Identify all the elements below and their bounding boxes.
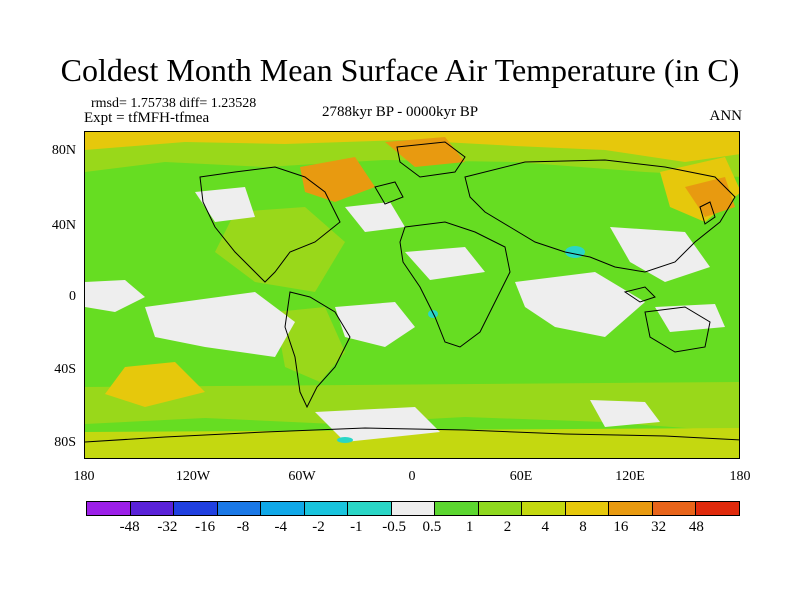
neutral-east-asia [610,227,710,282]
colorbar-label: -8 [236,519,250,535]
colorbar-swatch [261,502,305,515]
neutral-nw-america [195,187,255,222]
southern-band [85,382,739,432]
lat-label: 80S [54,435,76,450]
colorbar-swatch [478,502,523,515]
colorbar-swatch [348,502,392,515]
period-text: 2788kyr BP - 0000kyr BP [322,104,479,120]
colorbar-label: 48 [688,519,704,535]
lat-label: 40N [51,218,76,233]
cool-tibet [565,246,585,258]
season-text: ANN [709,108,743,124]
lat-label: 80N [51,143,76,158]
lon-label: 180 [73,469,95,484]
lon-label: 120E [615,469,645,484]
coastlines [85,141,739,443]
colorbar-swatch [565,502,610,515]
lon-label: 0 [408,469,416,484]
colorbar-label: 32 [651,519,667,535]
plot-title: Coldest Month Mean Surface Air Temperatu… [60,52,740,88]
colorbar-swatch [522,502,566,515]
lon-label: 60W [288,469,316,484]
lon-label: 120W [175,469,211,484]
colorbar-label: -48 [119,519,140,535]
colorbar-swatch [435,502,479,515]
warm-baffin [300,157,375,202]
colorbar [86,501,740,516]
map-panel [84,131,740,459]
stats-text: rmsd= 1.75738 diff= 1.23528 [91,96,257,111]
colorbar-label: 1 [465,519,474,535]
warm-far-east [685,177,735,217]
warm-south-pacific [105,362,205,407]
temperature-map [85,132,739,458]
colorbar-swatch [696,502,739,515]
neutral-indian-ocean [515,272,645,337]
colorbar-swatch [217,502,262,515]
colorbar-label: 2 [503,519,512,535]
cool-antarctic [337,437,353,443]
neutral-weddell [315,407,440,442]
colorbar-label: 4 [541,519,550,535]
colorbar-swatch [609,502,653,515]
colorbar-swatch [130,502,175,515]
colorbar-swatch [652,502,697,515]
colorbar-label: 0.5 [422,519,442,535]
warm-nordic [385,137,465,167]
colorbar-swatch [174,502,218,515]
experiment-text: Expt = tfMFH-tfmea [84,110,210,126]
colorbar-label: -4 [274,519,287,535]
neutral-coral-sea [655,304,725,332]
colorbar-swatch [391,502,436,515]
warm-arctic [85,132,739,162]
colorbar-label: 8 [579,519,587,535]
lat-label: 0 [69,289,76,304]
colorbar-swatch [87,502,131,515]
neutral-south-atlantic [335,302,415,347]
colorbar-label: -2 [312,519,325,535]
colorbar-label: -16 [195,519,216,535]
antarctic-rim [85,428,739,458]
lat-label: 40S [54,362,76,377]
neutral-south-pacific [145,292,295,357]
colorbar-label: -0.5 [382,519,406,535]
lon-label: 180 [729,469,751,484]
lon-label: 60E [509,469,533,484]
neutral-north-atlantic [345,202,405,232]
neutral-west-pacific [85,280,145,312]
neutral-sahara [405,247,485,280]
colorbar-label: 16 [613,519,629,535]
colorbar-label: -32 [157,519,178,535]
na-region [215,207,345,292]
neutral-south-indian [590,400,660,427]
colorbar-swatch [304,502,349,515]
colorbar-label: -1 [350,519,363,535]
